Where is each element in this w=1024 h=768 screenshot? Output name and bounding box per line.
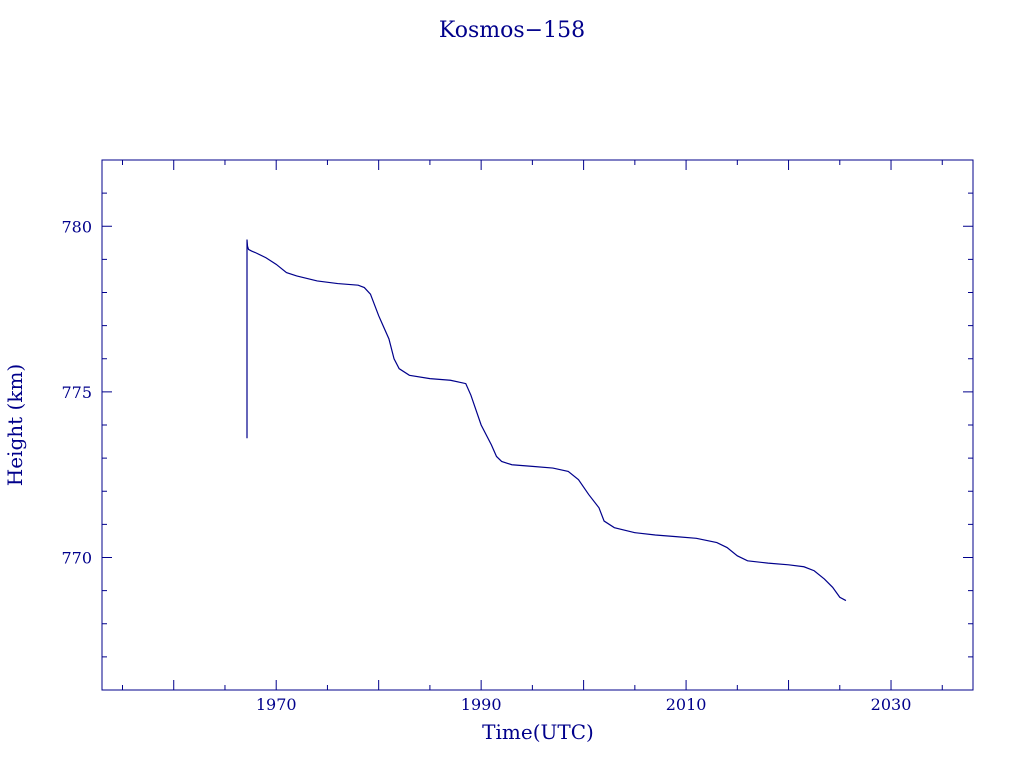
plot-frame: [101, 159, 974, 691]
y-tick-label: 775: [61, 383, 92, 402]
y-axis-title: Height (km): [3, 364, 27, 486]
ticks: [102, 159, 973, 691]
x-axis-title: Time(UTC): [482, 720, 594, 744]
height-series-line: [246, 239, 847, 602]
y-tick-label: 770: [61, 549, 92, 568]
y-tick-label: 780: [61, 217, 92, 236]
chart-title: Kosmos−158: [439, 18, 585, 43]
tick-labels: 1970 1990 2010 2030 770 775 780: [61, 217, 911, 714]
x-tick-label: 1970: [256, 695, 297, 714]
x-tick-label: 1990: [461, 695, 502, 714]
x-tick-label: 2030: [871, 695, 912, 714]
x-tick-label: 2010: [666, 695, 707, 714]
